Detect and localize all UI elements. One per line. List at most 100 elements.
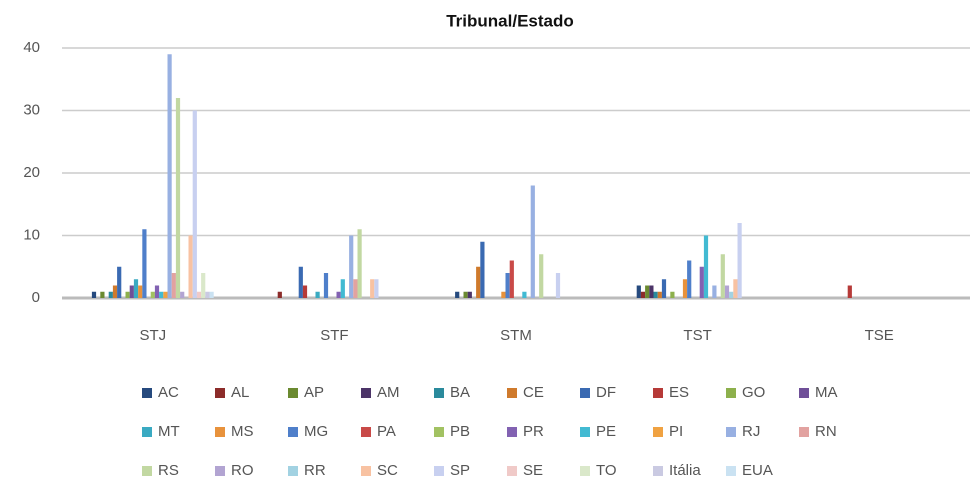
bar xyxy=(167,54,172,298)
legend-label: MA xyxy=(815,384,838,401)
legend-swatch xyxy=(288,427,298,437)
legend-label: RR xyxy=(304,462,326,479)
bar xyxy=(336,291,341,298)
legend-swatch xyxy=(215,388,225,398)
bar xyxy=(125,291,130,298)
bar xyxy=(133,279,139,298)
bar xyxy=(91,291,97,298)
chart-title: Tribunal/Estado xyxy=(446,11,574,30)
bar xyxy=(733,279,738,298)
legend-label: RN xyxy=(815,423,837,440)
legend-label: AP xyxy=(304,384,324,401)
bar xyxy=(737,223,742,298)
bar xyxy=(188,235,193,298)
y-tick-label: 30 xyxy=(23,101,40,118)
bar xyxy=(150,291,155,298)
legend-label: SC xyxy=(377,462,398,479)
legend-swatch xyxy=(580,466,590,476)
legend-label: TO xyxy=(596,462,617,479)
legend-label: BA xyxy=(450,384,470,401)
bar xyxy=(100,291,105,298)
bar xyxy=(112,285,118,298)
legend-swatch xyxy=(142,427,152,437)
bar xyxy=(159,291,164,298)
bar xyxy=(298,266,303,298)
y-tick-label: 0 xyxy=(32,289,40,306)
bar xyxy=(277,291,282,298)
legend-label: ES xyxy=(669,384,689,401)
legend-swatch xyxy=(361,466,371,476)
legend-swatch xyxy=(653,388,663,398)
bar xyxy=(661,279,667,298)
bar xyxy=(302,285,308,298)
legend-label: EUA xyxy=(742,462,773,479)
legend-label: AC xyxy=(158,384,179,401)
x-tick-label: STF xyxy=(320,327,348,344)
legend-swatch xyxy=(142,466,152,476)
bar xyxy=(539,254,544,298)
bar xyxy=(370,279,375,298)
bar xyxy=(724,285,730,298)
bar xyxy=(729,291,734,298)
bar xyxy=(463,291,468,298)
legend-swatch xyxy=(361,388,371,398)
legend-swatch xyxy=(361,427,371,437)
bar xyxy=(555,273,561,298)
bar xyxy=(117,266,122,298)
y-tick-label: 20 xyxy=(23,164,40,181)
bar xyxy=(108,291,113,298)
legend-label: GO xyxy=(742,384,765,401)
legend-swatch xyxy=(434,427,444,437)
bar xyxy=(196,291,202,298)
x-tick-label: TST xyxy=(683,327,711,344)
bar xyxy=(703,235,709,298)
legend-label: PE xyxy=(596,423,616,440)
bar xyxy=(175,98,181,298)
y-tick-label: 40 xyxy=(23,39,40,56)
x-tick-label: STM xyxy=(500,327,532,344)
bar xyxy=(645,285,650,298)
bar xyxy=(480,241,485,298)
bar xyxy=(205,291,210,298)
legend-swatch xyxy=(726,388,736,398)
bar xyxy=(467,291,472,298)
legend-label: Itália xyxy=(669,462,701,479)
bar xyxy=(682,279,688,298)
legend-label: CE xyxy=(523,384,544,401)
x-tick-label: TSE xyxy=(865,327,894,344)
y-tick-label: 10 xyxy=(23,226,40,243)
bar xyxy=(699,266,704,298)
bar xyxy=(712,285,717,298)
bar xyxy=(476,266,481,298)
legend-swatch xyxy=(215,427,225,437)
bar xyxy=(201,273,206,298)
bar xyxy=(315,291,320,298)
legend-swatch xyxy=(215,466,225,476)
legend-swatch xyxy=(653,427,663,437)
legend-label: PB xyxy=(450,423,470,440)
bar xyxy=(209,291,214,298)
bar xyxy=(522,291,527,298)
bar xyxy=(687,260,692,298)
bar xyxy=(180,291,185,298)
bar xyxy=(323,273,329,298)
bar xyxy=(636,285,641,298)
bar xyxy=(653,291,658,298)
bar xyxy=(670,291,675,298)
legend-label: DF xyxy=(596,384,616,401)
bar xyxy=(530,185,535,298)
legend-swatch xyxy=(142,388,152,398)
legend-swatch xyxy=(507,466,517,476)
legend-swatch xyxy=(799,388,809,398)
legend-label: SE xyxy=(523,462,543,479)
bar xyxy=(192,110,197,298)
legend-label: MS xyxy=(231,423,254,440)
bar xyxy=(163,291,168,298)
legend-swatch xyxy=(434,466,444,476)
legend-swatch xyxy=(507,388,517,398)
legend-swatch xyxy=(799,427,809,437)
legend-swatch xyxy=(434,388,444,398)
bar xyxy=(640,291,646,298)
bar xyxy=(129,285,134,298)
